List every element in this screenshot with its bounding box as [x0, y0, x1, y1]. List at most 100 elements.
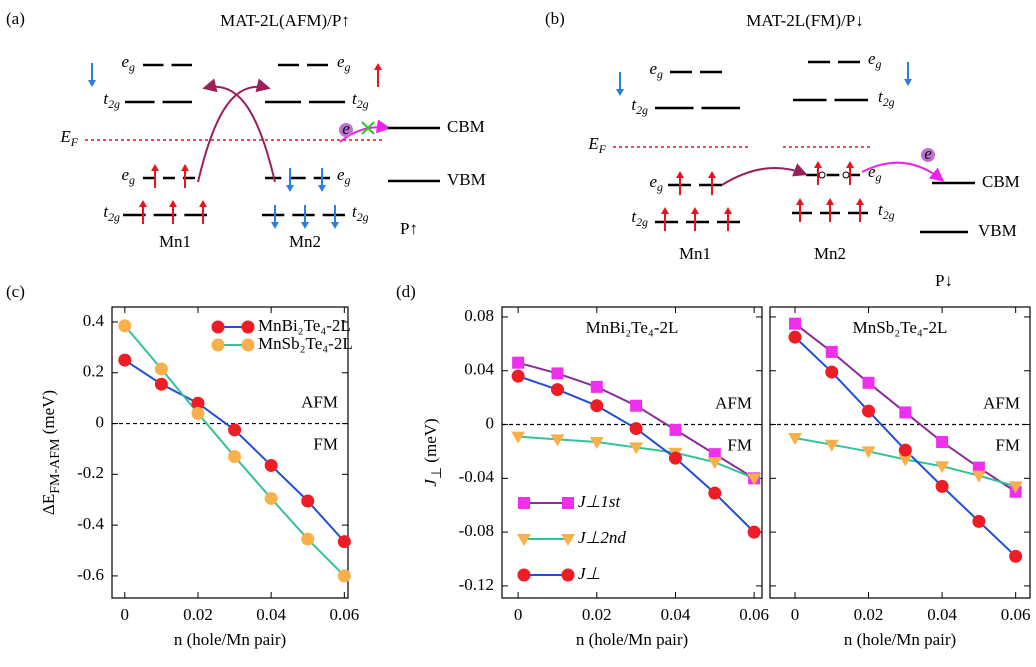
marker	[191, 406, 205, 420]
hole	[842, 171, 850, 179]
marker	[788, 330, 802, 344]
marker	[337, 569, 351, 583]
vbm-label: VBM	[447, 170, 486, 189]
legend-marker	[241, 338, 255, 352]
spin-arrow-head	[169, 200, 177, 207]
level-label-main: t	[103, 89, 109, 108]
y-axis-label: J⊥ (meV)	[421, 418, 445, 486]
level-label-sub: g	[129, 173, 135, 187]
marker	[590, 380, 603, 393]
marker	[551, 367, 564, 380]
marker	[512, 356, 525, 369]
marker	[118, 353, 132, 367]
x-tick-label: 0.02	[854, 605, 884, 624]
fermi-label-sub: F	[598, 142, 607, 156]
legend-label: J⊥1st	[578, 492, 621, 511]
diagram-title: MAT-2L(AFM)/P↑	[220, 11, 350, 30]
x-tick-label: 0.06	[329, 605, 359, 624]
legend-marker	[211, 338, 225, 352]
legend-marker	[518, 497, 530, 509]
spin-arrow-head	[676, 171, 684, 178]
marker	[668, 451, 682, 465]
site-label: Mn2	[814, 244, 846, 263]
marker	[899, 406, 912, 419]
spin-arrow-head	[846, 161, 854, 168]
legend-marker	[562, 497, 574, 509]
level-label-main: t	[631, 95, 637, 114]
diagram-title: MAT-2L(FM)/P↓	[746, 11, 863, 30]
marker	[669, 423, 682, 436]
y-tick-label: 0.2	[83, 362, 104, 381]
spin-arrow-head	[286, 185, 294, 192]
level-label-sub: g	[129, 60, 135, 74]
marker	[264, 458, 278, 472]
electron-arrow	[861, 161, 945, 182]
blocked-mark	[361, 121, 375, 135]
y-axis-label: ΔEFM-AFM (meV)	[39, 390, 63, 515]
level-label-sub: 2g	[636, 215, 648, 229]
y-tick-label: -0.08	[459, 521, 494, 540]
marker	[589, 437, 604, 450]
level-label-sub: g	[345, 60, 351, 74]
spin-arrow-head	[661, 207, 669, 214]
marker	[337, 535, 351, 549]
x-axis-label: n (hole/Mn pair)	[576, 630, 688, 649]
x-axis-label: n (hole/Mn pair)	[174, 630, 286, 649]
panel-label: (a)	[6, 9, 25, 28]
marker	[972, 514, 986, 528]
annotation: FM	[727, 435, 752, 454]
level-label: eg	[868, 162, 882, 184]
marker	[898, 454, 913, 467]
electron-label: e	[924, 144, 932, 163]
electron-label: e	[342, 119, 350, 138]
hopping-arrow	[721, 163, 808, 186]
cbm-label: CBM	[447, 117, 485, 136]
marker	[898, 443, 912, 457]
level-label-sub: 2g	[357, 210, 369, 224]
level-label-sub: 2g	[357, 97, 369, 111]
level-label-main: t	[103, 202, 109, 221]
marker	[971, 470, 986, 483]
electron	[339, 123, 353, 137]
spin-arrow-head	[181, 164, 189, 171]
level-label: t2g	[631, 207, 648, 229]
marker	[511, 369, 525, 383]
level-label-main: t	[631, 207, 637, 226]
marker	[935, 461, 950, 474]
cbm-label: CBM	[982, 172, 1020, 191]
level-label-sub: g	[876, 57, 882, 71]
level-label-main: e	[337, 165, 345, 184]
level-label-sub: g	[657, 180, 663, 194]
marker	[708, 448, 721, 461]
y-axis-label-unit: (meV)	[421, 418, 440, 467]
marker	[935, 479, 949, 493]
marker	[708, 486, 722, 500]
legend-marker	[517, 568, 531, 582]
marker	[862, 376, 875, 389]
x-tick-label: 0.04	[927, 605, 957, 624]
level-label-main: t	[352, 89, 358, 108]
polarization-label: P↑	[400, 219, 418, 238]
level-label-main: e	[122, 165, 130, 184]
x-tick-label: 0.04	[661, 605, 691, 624]
spin-arrow-head	[904, 79, 912, 86]
x-tick-label: 0	[121, 605, 130, 624]
y-axis-label-sub: ⊥	[430, 467, 445, 479]
level-label: t2g	[878, 200, 895, 222]
fermi-label-sub: F	[70, 135, 79, 149]
plot-title: MnSb₂Te₄-2L	[853, 318, 948, 337]
spin-arrow-head	[856, 198, 864, 205]
x-tick-label: 0.02	[183, 605, 213, 624]
marker	[629, 422, 643, 436]
marker	[264, 491, 278, 505]
level-label: eg	[650, 172, 664, 194]
marker	[228, 423, 242, 437]
spin-arrow-head	[151, 164, 159, 171]
legend-marker	[211, 320, 225, 334]
x-axis-label: n (hole/Mn pair)	[844, 630, 956, 649]
level-label-sub: g	[876, 170, 882, 184]
level-label-sub: 2g	[636, 103, 648, 117]
site-label: Mn2	[289, 232, 321, 251]
annotation: AFM	[983, 393, 1020, 412]
